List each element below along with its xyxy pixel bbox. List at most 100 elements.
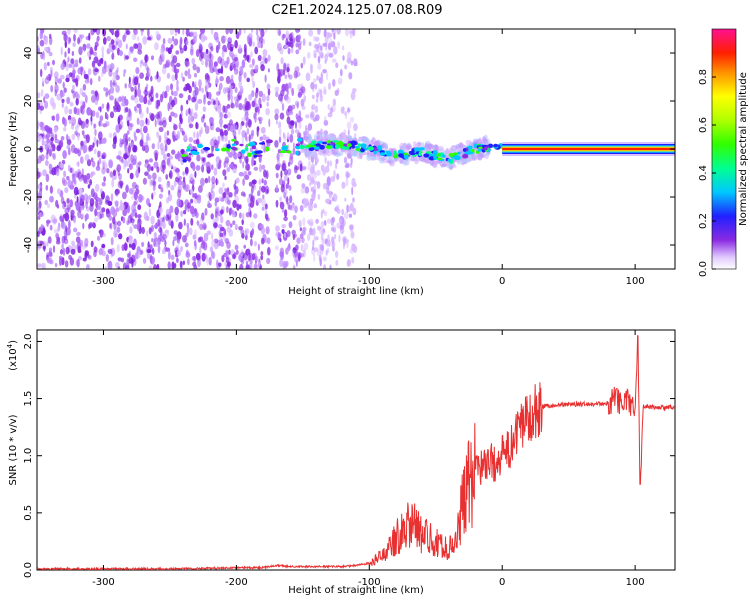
noise-speck bbox=[181, 235, 187, 243]
noise-speck bbox=[52, 245, 56, 253]
noise-speck bbox=[137, 42, 142, 52]
carrier-halo bbox=[399, 159, 404, 165]
noise-speck bbox=[203, 122, 207, 128]
noise-speck bbox=[189, 173, 194, 182]
noise-speck bbox=[299, 163, 303, 172]
noise-speck bbox=[125, 43, 128, 50]
noise-speck bbox=[203, 232, 209, 242]
noise-speck bbox=[238, 103, 243, 111]
noise-speck bbox=[222, 191, 227, 199]
noise-speck bbox=[133, 224, 139, 229]
carrier-blob bbox=[182, 158, 187, 163]
noise-speck bbox=[101, 181, 106, 187]
noise-speck bbox=[131, 242, 136, 251]
noise-speck bbox=[250, 29, 254, 34]
noise-speck bbox=[194, 72, 197, 78]
noise-speck bbox=[331, 29, 337, 35]
noise-speck bbox=[234, 86, 238, 93]
noise-speck bbox=[87, 68, 92, 75]
carrier-halo bbox=[406, 144, 410, 151]
carrier-blob bbox=[231, 143, 237, 146]
spectrogram-x-axis-label: Height of straight line (km) bbox=[288, 286, 424, 297]
carrier-blob bbox=[386, 152, 392, 157]
noise-speck bbox=[83, 193, 89, 201]
noise-speck bbox=[193, 264, 198, 269]
noise-speck bbox=[266, 95, 270, 102]
noise-speck bbox=[129, 46, 134, 52]
noise-speck bbox=[64, 260, 69, 268]
noise-speck bbox=[178, 121, 181, 130]
noise-speck bbox=[161, 159, 166, 169]
noise-speck bbox=[95, 111, 100, 119]
noise-speck bbox=[349, 31, 353, 39]
noise-speck bbox=[311, 193, 316, 200]
noise-speck bbox=[82, 222, 85, 230]
noise-speck bbox=[172, 134, 176, 142]
noise-speck bbox=[324, 166, 330, 173]
noise-speck bbox=[323, 119, 329, 126]
noise-speck bbox=[279, 128, 282, 137]
noise-speck bbox=[223, 113, 228, 119]
noise-speck bbox=[341, 181, 346, 189]
noise-speck bbox=[52, 59, 55, 66]
noise-speck bbox=[234, 39, 238, 49]
noise-speck bbox=[329, 107, 334, 114]
noise-speck bbox=[337, 41, 340, 49]
noise-speck bbox=[140, 30, 144, 36]
noise-speck bbox=[150, 215, 155, 225]
colorbar-frame bbox=[711, 28, 737, 270]
noise-speck bbox=[334, 250, 339, 258]
noise-speck bbox=[229, 223, 233, 228]
colorbar-tick-label: 0.0 bbox=[698, 261, 709, 277]
noise-speck bbox=[239, 29, 242, 36]
noise-speck bbox=[330, 226, 335, 232]
noise-speck bbox=[142, 36, 148, 45]
noise-speck bbox=[65, 227, 71, 236]
noise-speck bbox=[167, 37, 173, 44]
noise-speck bbox=[213, 222, 218, 229]
noise-speck bbox=[51, 153, 56, 158]
spectrogram-y-tick-label: 40 bbox=[23, 47, 34, 60]
noise-speck bbox=[133, 145, 138, 153]
noise-speck bbox=[177, 189, 182, 199]
noise-speck bbox=[195, 49, 200, 58]
noise-speck bbox=[303, 200, 308, 209]
noise-speck bbox=[43, 62, 47, 71]
noise-speck bbox=[275, 225, 280, 232]
noise-speck bbox=[108, 215, 113, 221]
snr-frame bbox=[36, 329, 676, 571]
noise-speck bbox=[125, 185, 129, 193]
noise-speck bbox=[332, 241, 336, 248]
noise-speck bbox=[294, 256, 300, 263]
noise-speck bbox=[119, 156, 124, 163]
noise-speck bbox=[138, 161, 142, 166]
noise-speck bbox=[188, 107, 191, 115]
noise-speck bbox=[83, 73, 89, 80]
noise-speck bbox=[90, 157, 94, 163]
noise-speck bbox=[122, 262, 127, 269]
noise-speck bbox=[279, 47, 284, 55]
noise-speck bbox=[234, 99, 239, 108]
noise-speck bbox=[94, 128, 97, 136]
noise-speck bbox=[204, 177, 209, 184]
noise-speck bbox=[260, 117, 264, 122]
carrier-blob bbox=[418, 151, 422, 157]
noise-speck bbox=[219, 232, 224, 238]
noise-speck bbox=[71, 123, 74, 130]
noise-speck bbox=[72, 84, 75, 91]
noise-speck bbox=[221, 49, 225, 58]
noise-speck bbox=[245, 116, 250, 123]
noise-speck bbox=[331, 216, 335, 223]
noise-speck bbox=[239, 88, 244, 95]
noise-speck bbox=[134, 135, 138, 142]
noise-speck bbox=[170, 83, 173, 91]
carrier-blob bbox=[357, 143, 362, 147]
noise-speck bbox=[226, 241, 231, 249]
noise-speck bbox=[163, 215, 166, 222]
noise-speck bbox=[80, 140, 84, 147]
carrier-blob bbox=[313, 146, 321, 150]
noise-speck bbox=[332, 246, 335, 252]
noise-speck bbox=[116, 226, 121, 234]
carrier-blob bbox=[373, 150, 377, 155]
noise-speck bbox=[116, 244, 120, 253]
